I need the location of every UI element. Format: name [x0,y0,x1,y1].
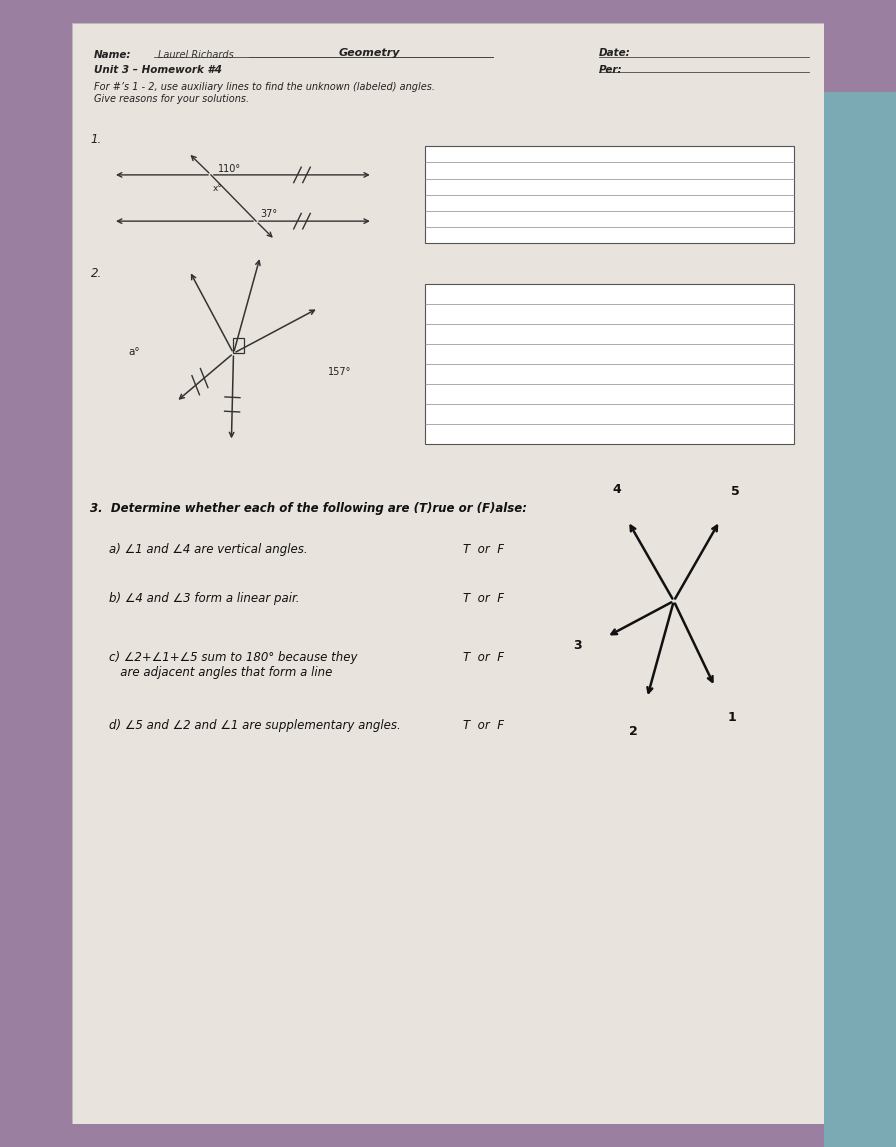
Text: c) ∠2+∠1+∠5 sum to 180° because they
   are adjacent angles that form a line: c) ∠2+∠1+∠5 sum to 180° because they are… [109,650,358,679]
Text: Geometry: Geometry [338,48,400,58]
Text: 110°: 110° [219,164,242,173]
Text: 37°: 37° [260,209,277,219]
Text: 5: 5 [730,485,739,498]
Text: x°: x° [213,185,223,194]
Text: a°: a° [128,348,140,358]
Text: a) ∠1 and ∠4 are vertical angles.: a) ∠1 and ∠4 are vertical angles. [109,543,308,555]
Bar [234,338,244,353]
Text: 4: 4 [613,483,622,496]
Bar [0,0,72,1147]
Text: T  or  F: T or F [463,650,504,664]
Text: 3: 3 [573,639,582,651]
Bar [426,147,794,243]
Text: Laurel Richards: Laurel Richards [159,50,234,61]
Bar [426,284,794,444]
Text: b) ∠4 and ∠3 form a linear pair.: b) ∠4 and ∠3 form a linear pair. [109,592,300,606]
Text: For #’s 1 - 2, use auxiliary lines to find the unknown (labeled) angles.
Give re: For #’s 1 - 2, use auxiliary lines to fi… [94,83,435,104]
Text: Name:: Name: [94,50,132,61]
Text: 1.: 1. [90,133,102,146]
Text: Unit 3 – Homework #4: Unit 3 – Homework #4 [94,64,222,75]
Text: T  or  F: T or F [463,543,504,555]
Circle shape [28,356,56,395]
Text: Per:: Per: [599,64,622,75]
Text: 3.  Determine whether each of the following are (T)rue or (F)alse:: 3. Determine whether each of the followi… [90,502,528,515]
Text: Date:: Date: [599,48,630,58]
Bar [0,0,896,92]
Text: T  or  F: T or F [463,592,504,606]
Text: 157°: 157° [328,367,351,377]
Text: 2.: 2. [90,267,102,280]
Text: d) ∠5 and ∠2 and ∠1 are supplementary angles.: d) ∠5 and ∠2 and ∠1 are supplementary an… [109,719,401,732]
Circle shape [25,351,58,399]
Text: 2: 2 [629,725,638,738]
Bar [824,0,896,1147]
Text: 1: 1 [728,711,737,724]
Text: T  or  F: T or F [463,719,504,732]
